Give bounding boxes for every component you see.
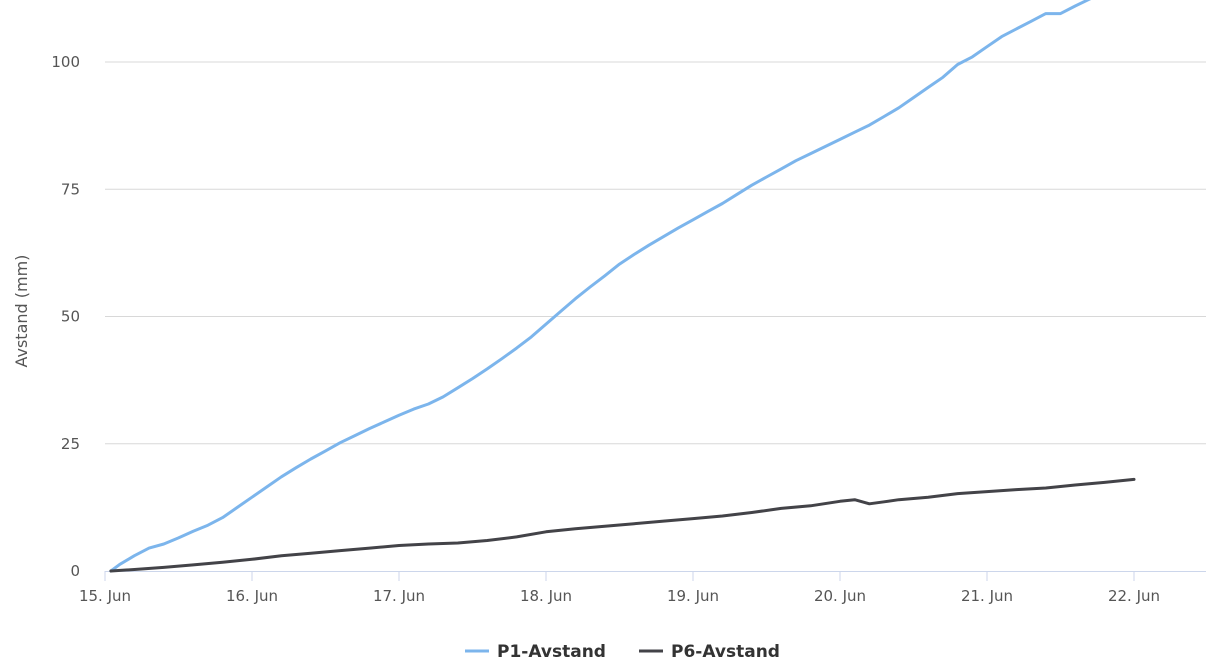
y-axis-title: Avstand (mm) bbox=[12, 255, 31, 368]
y-tick-label: 50 bbox=[61, 308, 80, 326]
x-tick-label: 16. Jun bbox=[226, 587, 278, 605]
legend-label: P6-Avstand bbox=[671, 642, 780, 662]
y-axis: 0 25 50 75 100 bbox=[51, 53, 80, 580]
y-tick-label: 0 bbox=[70, 562, 80, 580]
x-tick-label: 17. Jun bbox=[373, 587, 425, 605]
y-tick-label: 75 bbox=[61, 180, 80, 198]
gridlines bbox=[105, 61, 1206, 445]
legend-item-p6-avstand[interactable]: P6-Avstand bbox=[639, 642, 780, 662]
x-axis: 15. Jun 16. Jun 17. Jun 18. Jun 19. Jun 20. J… bbox=[79, 571, 1206, 605]
legend[interactable]: P1-Avstand P6-Avstand bbox=[465, 642, 780, 662]
legend-item-p1-avstand[interactable]: P1-Avstand bbox=[465, 642, 606, 662]
x-tick-label: 20. Jun bbox=[814, 587, 866, 605]
x-tick-label: 22. Jun bbox=[1108, 587, 1160, 605]
series-lines bbox=[109, 0, 1136, 573]
x-tick-label: 21. Jun bbox=[961, 587, 1013, 605]
x-tick-label: 18. Jun bbox=[520, 587, 572, 605]
series-line-p6-avstand bbox=[109, 477, 1136, 573]
legend-label: P1-Avstand bbox=[497, 642, 606, 662]
y-tick-label: 100 bbox=[51, 53, 80, 71]
y-tick-label: 25 bbox=[61, 435, 80, 453]
series-line-p1-avstand bbox=[109, 0, 1092, 573]
x-tick-label: 19. Jun bbox=[667, 587, 719, 605]
x-tick-label: 15. Jun bbox=[79, 587, 131, 605]
